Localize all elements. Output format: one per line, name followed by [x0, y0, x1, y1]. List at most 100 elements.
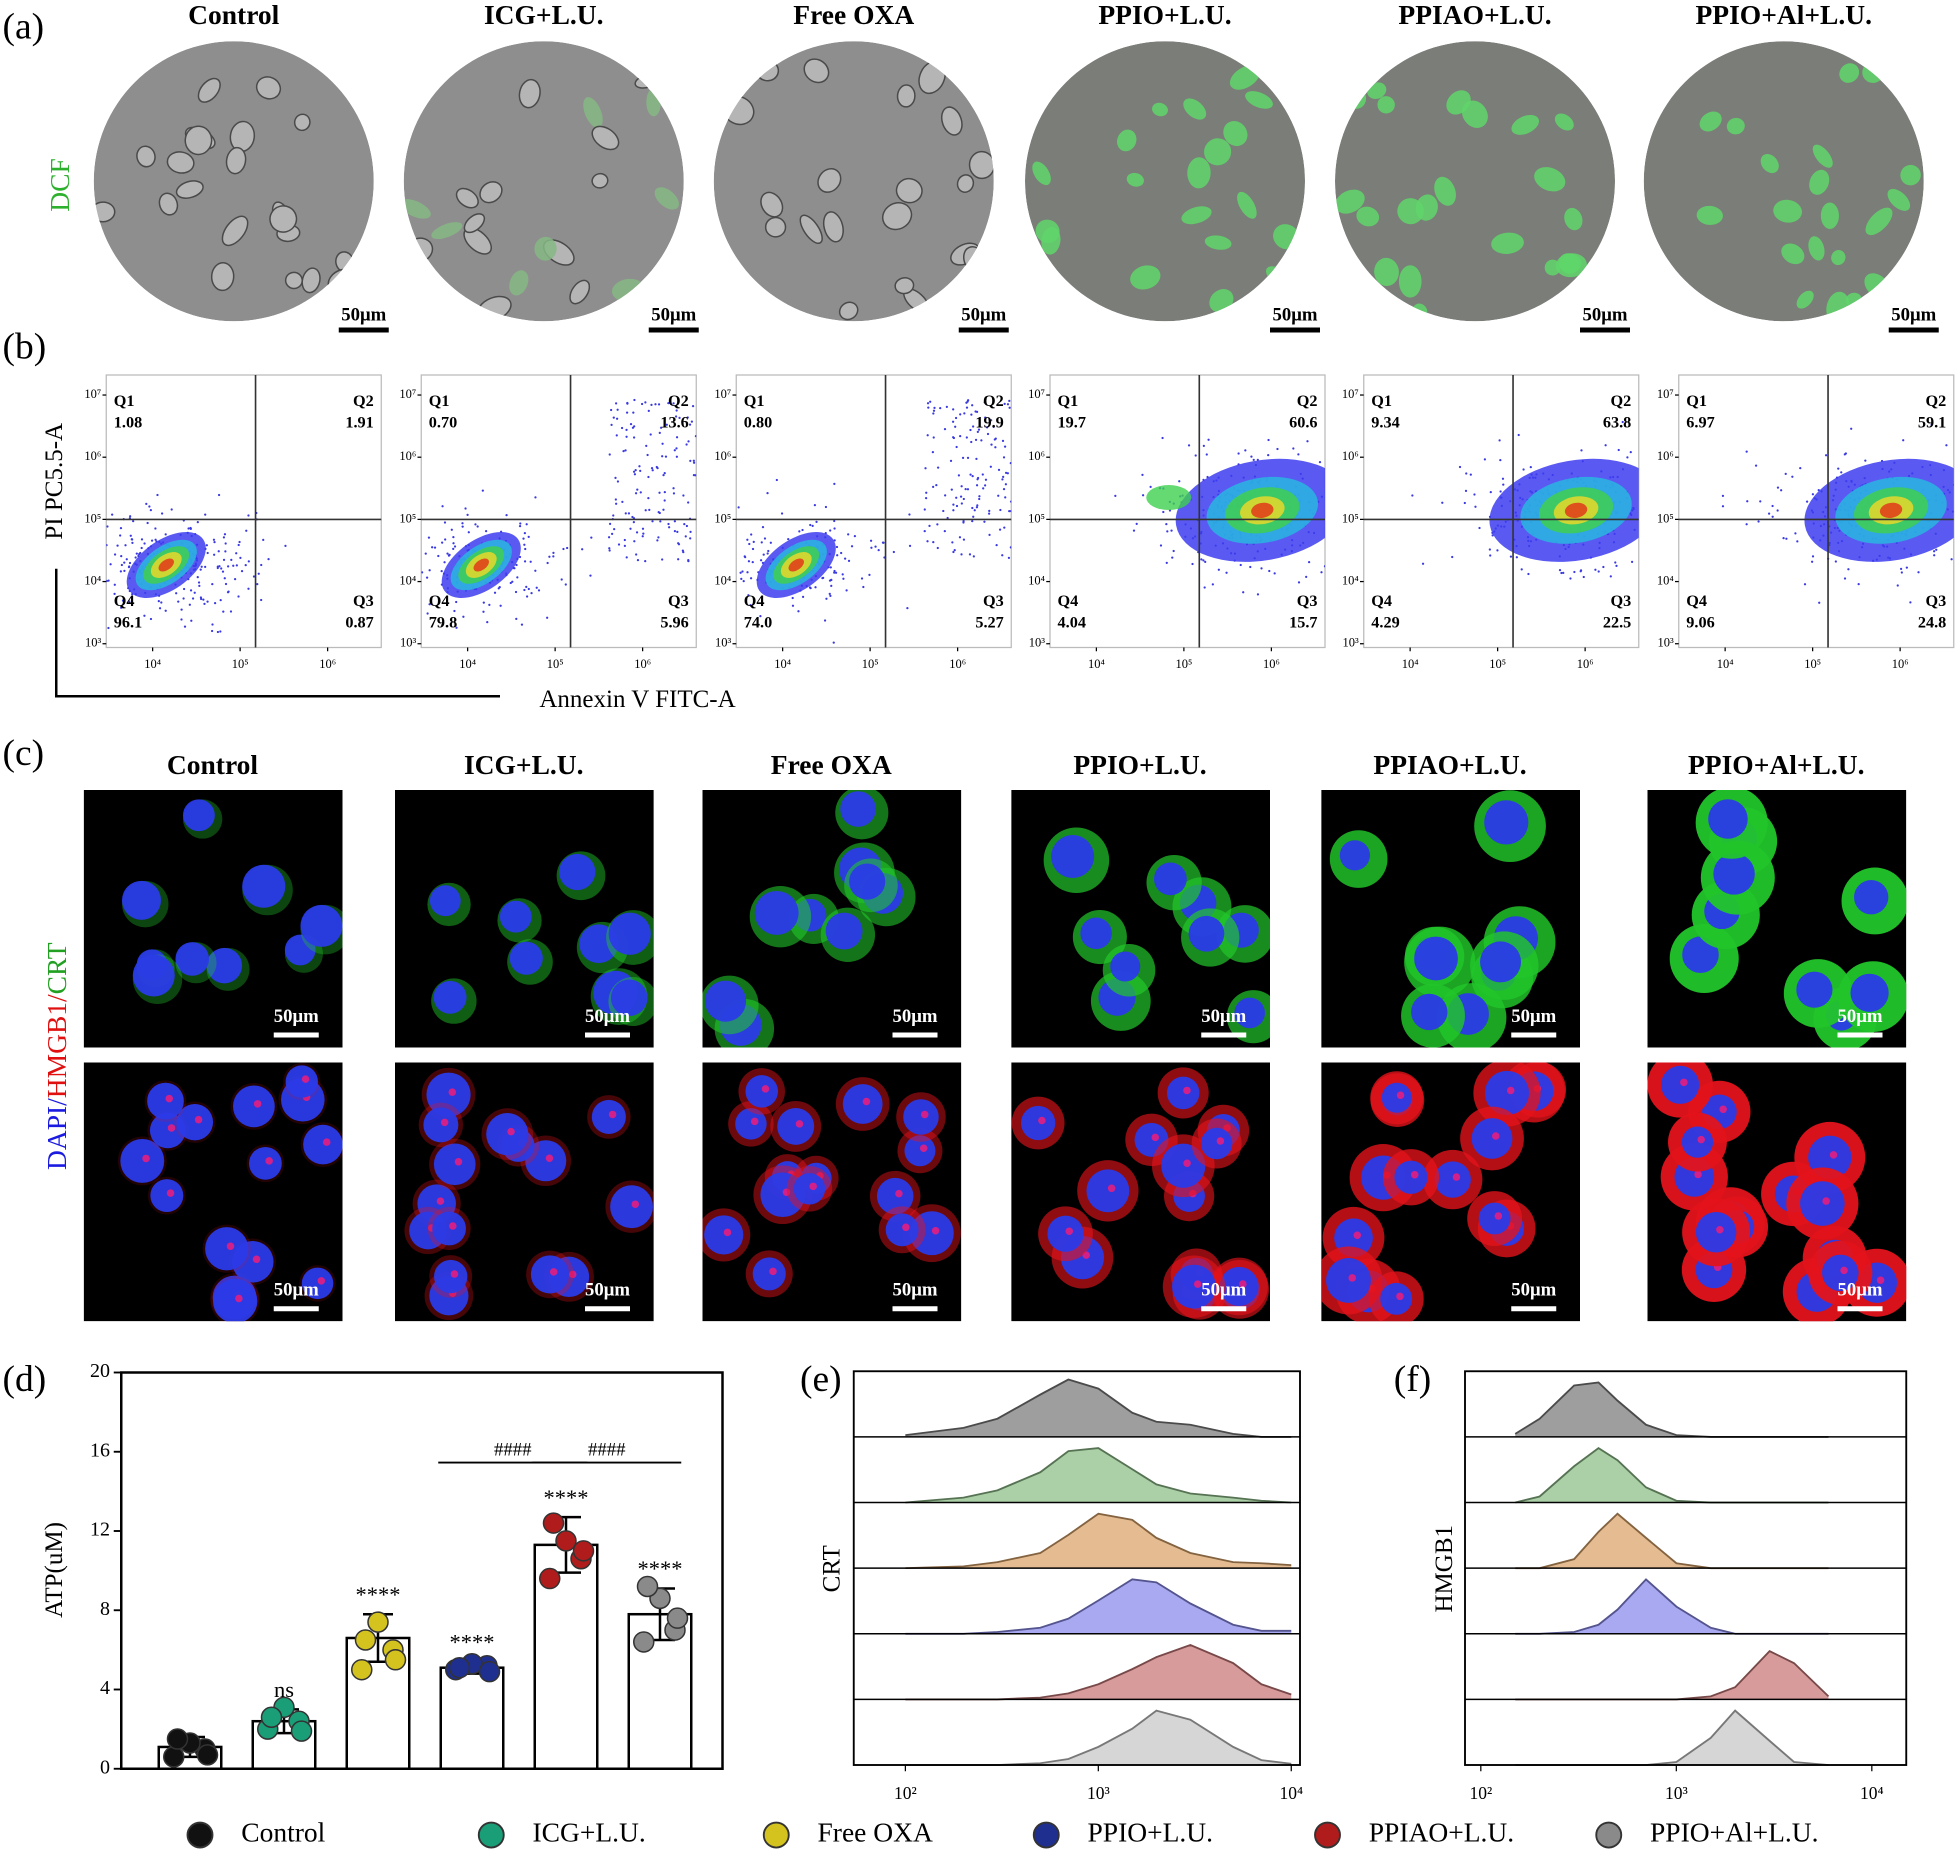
x-tick-label: 10² [894, 1783, 917, 1803]
event [626, 556, 628, 558]
event [129, 515, 131, 517]
event [1502, 484, 1504, 486]
event [621, 427, 623, 429]
ridge-fill [1515, 1651, 1828, 1699]
event [792, 605, 794, 607]
event [657, 536, 659, 538]
event [526, 523, 528, 525]
event [1465, 472, 1467, 474]
event [1250, 456, 1252, 458]
event [1490, 491, 1492, 493]
event [692, 405, 694, 407]
event [526, 595, 528, 597]
event [1332, 435, 1334, 437]
event [444, 521, 446, 523]
event [752, 548, 754, 550]
event [767, 550, 769, 552]
event [154, 539, 156, 541]
nucleus [840, 791, 876, 827]
event [951, 489, 953, 491]
group-title: PPIO+L.U. [1073, 749, 1206, 780]
event [114, 584, 116, 586]
event [801, 529, 803, 531]
event [590, 536, 592, 538]
cell [211, 262, 234, 291]
event [1618, 449, 1620, 451]
event [528, 536, 530, 538]
event [616, 418, 618, 420]
event [1759, 500, 1761, 502]
event [130, 535, 132, 537]
event [1906, 566, 1908, 568]
event [238, 541, 240, 543]
event [797, 610, 799, 612]
tick-label: 10⁵ [1804, 657, 1821, 671]
event [521, 623, 523, 625]
event [716, 570, 718, 572]
axis-label: ATP(uM) [41, 1522, 68, 1618]
event [483, 602, 485, 604]
event [658, 492, 660, 494]
event [524, 560, 526, 562]
quadrant-value: 96.1 [114, 613, 142, 631]
tick-label: 10⁵ [84, 511, 101, 525]
y-tick-label: 20 [90, 1360, 110, 1382]
legend-label: Control [241, 1816, 325, 1847]
event [126, 558, 128, 560]
event [441, 570, 443, 572]
event [830, 579, 832, 581]
event [674, 449, 676, 451]
event [829, 595, 831, 597]
event [1796, 540, 1798, 542]
event [1602, 566, 1604, 568]
event [654, 403, 656, 405]
event [664, 499, 666, 501]
significance: **** [544, 1485, 589, 1510]
quadrant-name: Q4 [114, 592, 135, 610]
event [1844, 453, 1846, 455]
event [868, 574, 870, 576]
event [123, 570, 125, 572]
event [716, 569, 718, 571]
event [635, 553, 637, 555]
spot [1719, 1106, 1727, 1114]
event [260, 599, 262, 601]
nucleus [249, 1147, 282, 1180]
event [961, 502, 963, 504]
event [927, 402, 929, 404]
data-point [262, 1707, 282, 1727]
event [814, 504, 816, 506]
event [1950, 558, 1952, 560]
event [1598, 570, 1600, 572]
quadrant-name: Q3 [353, 592, 374, 610]
event [1267, 454, 1269, 456]
event [92, 596, 94, 598]
tick-label: 10⁵ [232, 657, 249, 671]
event [225, 583, 227, 585]
event [676, 531, 678, 533]
event [770, 542, 772, 544]
tick-label: 10⁵ [862, 657, 879, 671]
event [1253, 459, 1255, 461]
event [646, 454, 648, 456]
event [534, 570, 536, 572]
nucleus [1434, 1161, 1470, 1197]
significance: ns [274, 1677, 294, 1702]
event [525, 586, 527, 588]
event [119, 534, 121, 536]
event [546, 617, 548, 619]
event [1162, 511, 1164, 513]
event [116, 545, 118, 547]
event [1010, 500, 1012, 502]
nucleus [122, 881, 161, 920]
event [874, 546, 876, 548]
event [976, 504, 978, 506]
event [725, 563, 727, 565]
event [667, 523, 669, 525]
event [1133, 530, 1135, 532]
event [147, 522, 149, 524]
event [644, 560, 646, 562]
event [222, 571, 224, 573]
event [959, 413, 961, 415]
event [1641, 494, 1643, 496]
